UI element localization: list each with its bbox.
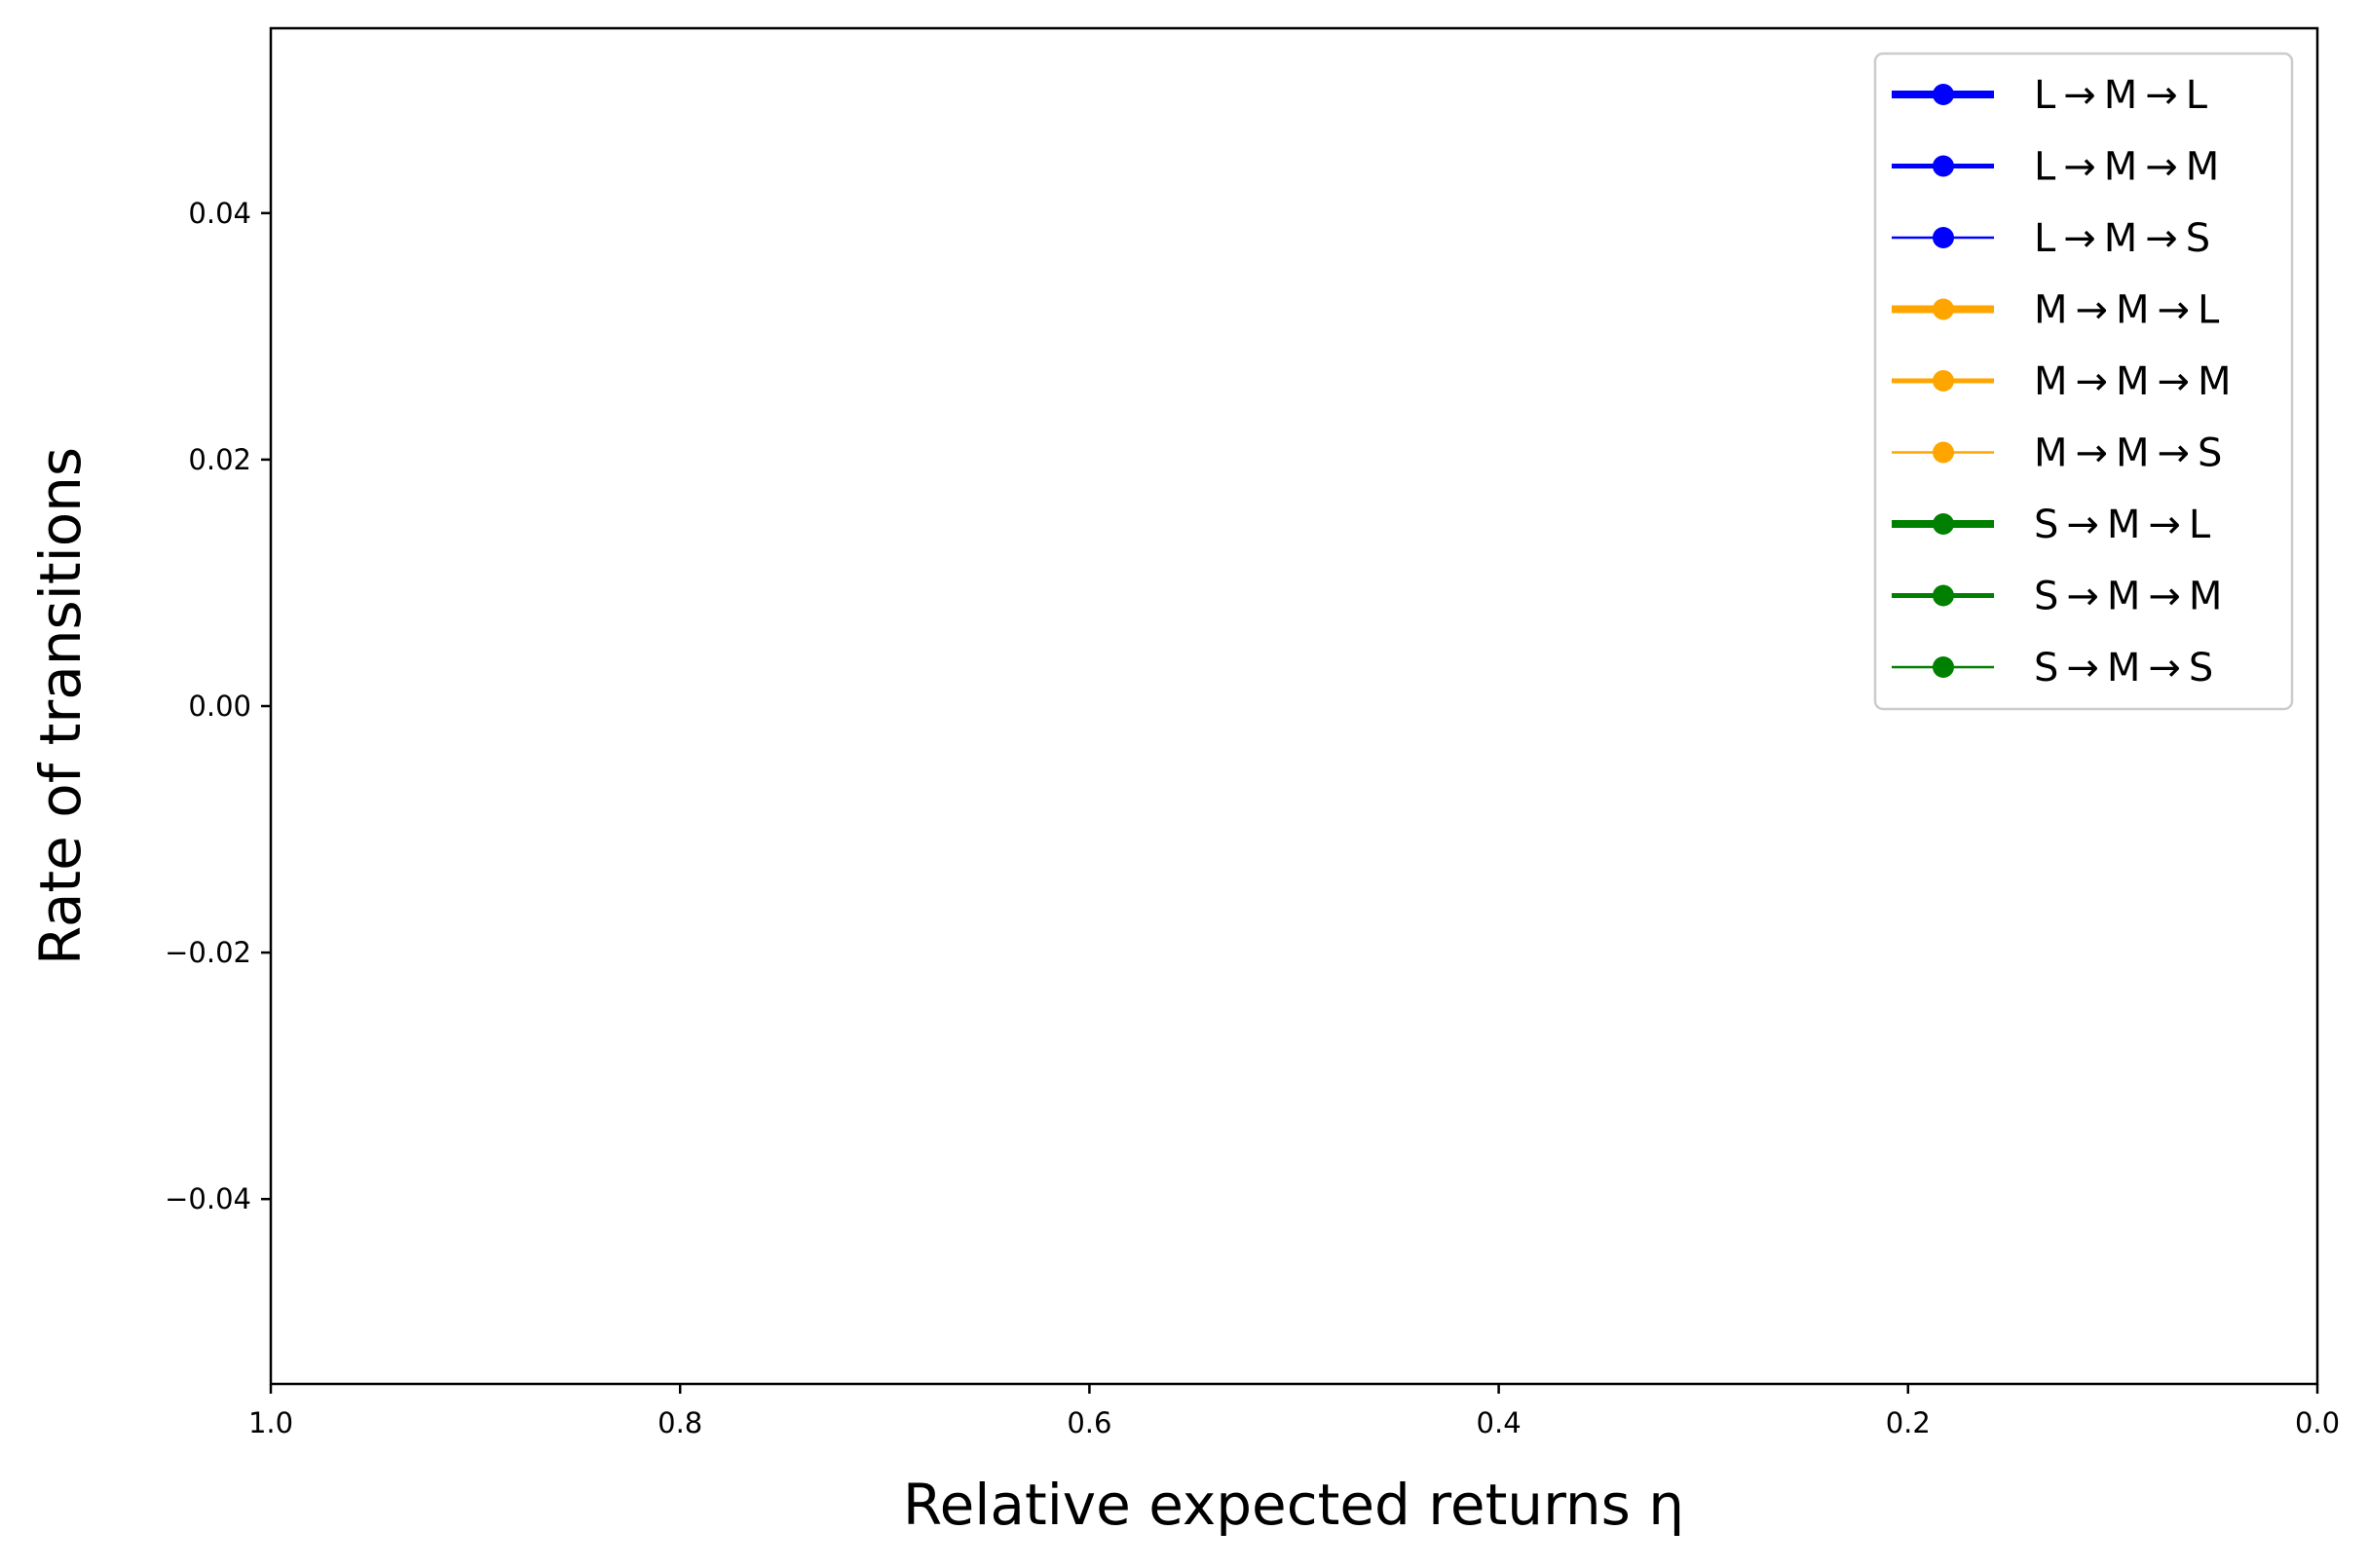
y-tick-label: 0.04 [188, 197, 251, 230]
legend-item: L → M → M [1892, 145, 2219, 190]
legend-label: L → M → S [2034, 216, 2210, 261]
legend-item: S → M → M [1892, 575, 2222, 619]
legend-item: S → M → L [1892, 503, 2211, 547]
legend-marker [1933, 441, 1954, 464]
legend-marker [1933, 155, 1954, 177]
legend-label: M → M → S [2034, 431, 2222, 476]
legend-label: L → M → M [2034, 145, 2219, 190]
x-axis-title: Relative expected returns η [903, 1472, 1684, 1538]
legend-marker [1933, 84, 1954, 105]
legend-item: M → M → S [1892, 431, 2222, 476]
legend-item: M → M → L [1892, 288, 2220, 333]
legend-marker [1933, 227, 1954, 248]
legend-label: M → M → L [2034, 288, 2220, 333]
legend-item: L → M → L [1892, 73, 2208, 118]
y-tick-label: 0.02 [188, 443, 251, 476]
x-tick-label: 0.0 [2295, 1406, 2340, 1439]
legend-item: S → M → S [1892, 646, 2213, 691]
legend-label: S → M → L [2034, 503, 2211, 547]
legend-marker [1933, 513, 1954, 535]
y-tick-label: −0.02 [165, 936, 251, 969]
x-tick-label: 0.2 [1886, 1406, 1931, 1439]
x-tick-label: 0.6 [1067, 1406, 1111, 1439]
legend-marker [1933, 370, 1954, 392]
y-tick-label: 0.00 [188, 690, 251, 723]
y-axis: 0.04 0.02 0.00 −0.02 −0.04 [165, 197, 271, 1215]
legend-frame [1873, 52, 2294, 711]
x-tick-label: 1.0 [248, 1406, 293, 1439]
legend-marker [1933, 298, 1954, 320]
y-axis-title: Rate of transitions [27, 447, 94, 965]
y-tick-label: −0.04 [165, 1182, 251, 1215]
legend: L → M → L L → M → M L → M → S M → M → L M → … [1873, 52, 2294, 711]
x-tick-label: 0.4 [1477, 1406, 1522, 1439]
x-axis: 1.0 0.8 0.6 0.4 0.2 0.0 [248, 1384, 2340, 1439]
x-tick-label: 0.8 [658, 1406, 702, 1439]
legend-label: L → M → L [2034, 73, 2208, 118]
legend-label: S → M → S [2034, 646, 2213, 691]
legend-label: M → M → M [2034, 359, 2232, 404]
legend-marker [1933, 584, 1954, 607]
legend-marker [1933, 656, 1954, 678]
legend-label: S → M → M [2034, 575, 2222, 619]
legend-item: M → M → M [1892, 359, 2232, 404]
legend-item: L → M → S [1892, 216, 2210, 261]
